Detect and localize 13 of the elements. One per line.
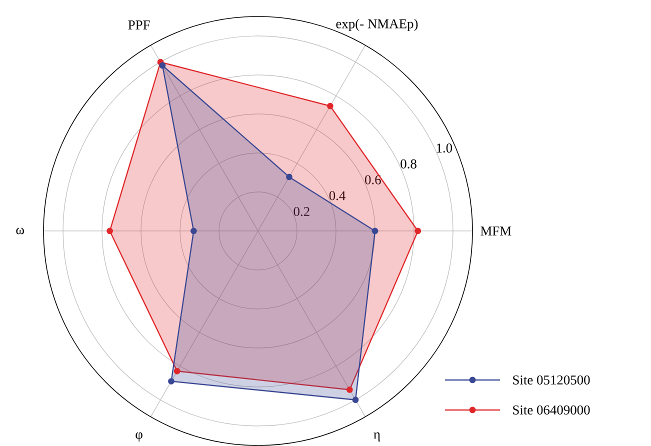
spoke-label: PPF (128, 20, 150, 30)
y-tick-label: 0.4 (329, 191, 346, 200)
y-tick-label: 0.2 (294, 206, 310, 216)
legend-label: Site 05120500 (513, 375, 590, 385)
spoke-label: MFM (480, 226, 512, 236)
y-tick-label: 0.6 (365, 175, 381, 184)
y-tick-label: 1.0 (436, 144, 452, 153)
spoke-label: exp(- NMAEp) (336, 18, 418, 32)
spoke-label: η (374, 432, 380, 442)
spoke-label: ω (16, 228, 24, 234)
spoke-label: φ (136, 432, 142, 442)
legend-label: Site 06409000 (513, 405, 590, 415)
y-tick-label: 0.8 (400, 159, 416, 169)
